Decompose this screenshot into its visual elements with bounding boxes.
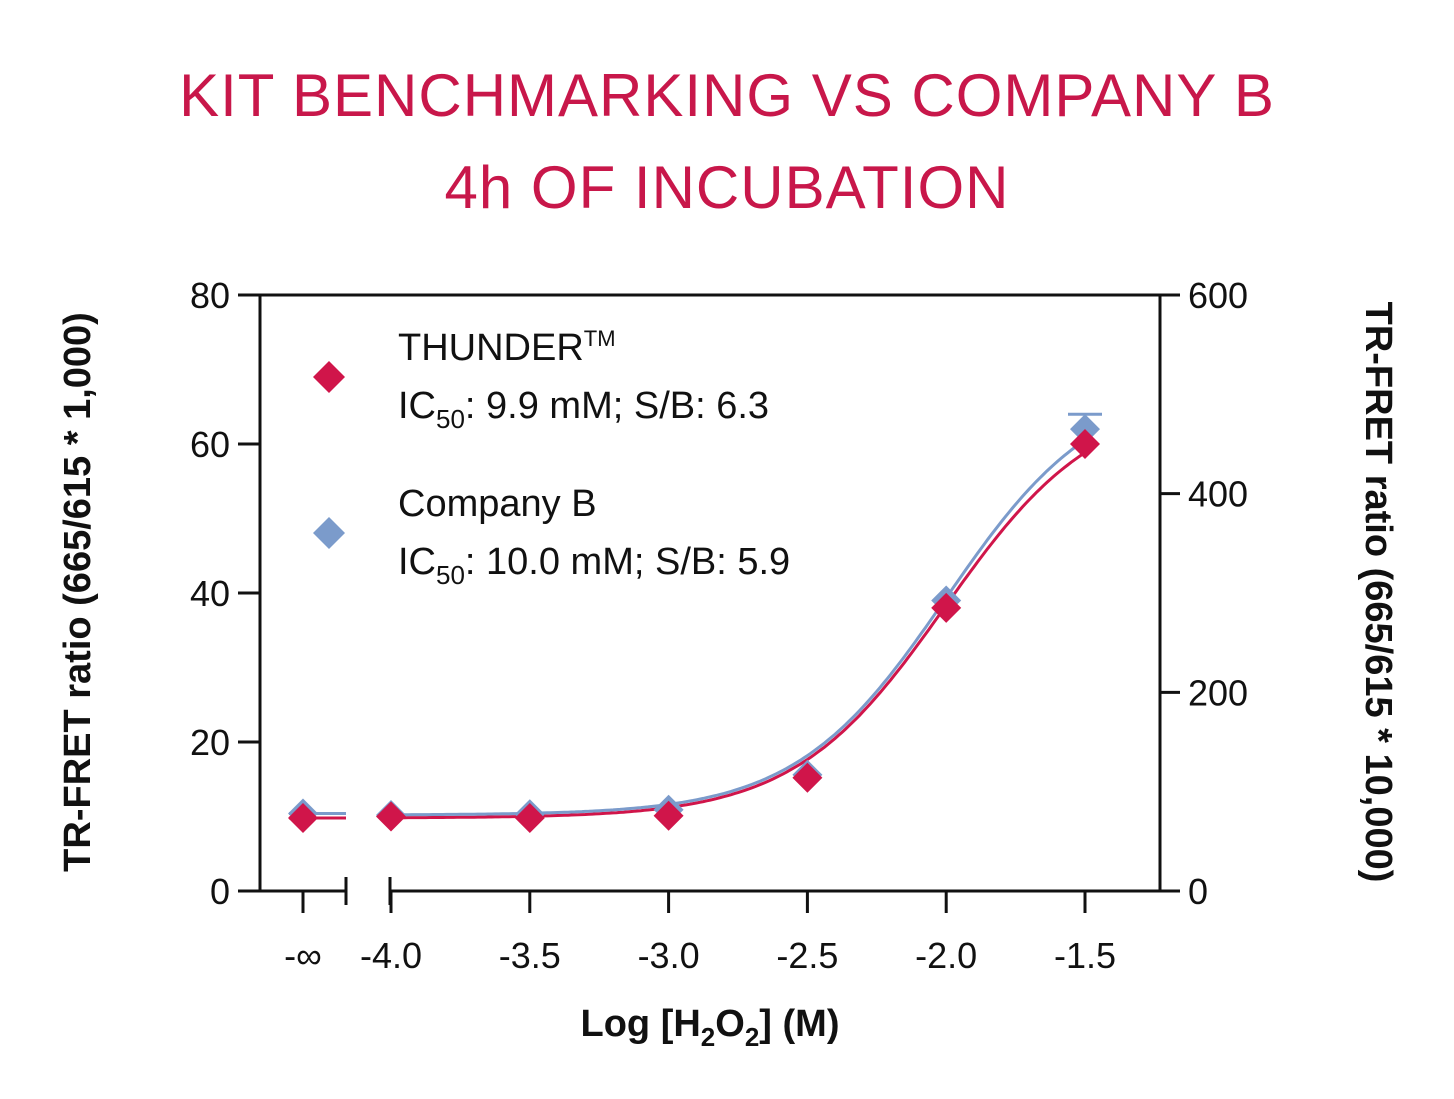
axis-labels: Log [H2O2] (M) TR-FRET ratio (665/615 * 1…: [57, 302, 1399, 1052]
y-tick-label-left: 60: [190, 424, 230, 465]
y-axis-title-left: TR-FRET ratio (665/615 * 1,000): [57, 312, 99, 872]
chart-title-line-2: 4h OF INCUBATION: [444, 154, 1010, 221]
axes: 0 20 40 60 80 0 200 400 600 -∞ -4.0 -3.5 -3.0 -2.5 -2.…: [190, 275, 1248, 976]
y-tick-label-right: 600: [1188, 275, 1248, 316]
data-point: [288, 802, 318, 833]
legend-series-name: Company B: [398, 483, 597, 525]
data-point: [1070, 429, 1100, 459]
y-tick-label-right: 200: [1188, 672, 1248, 713]
legend-series-stats: IC50: 10.0 mM; S/B: 5.9: [398, 541, 790, 590]
data-point: [653, 800, 684, 831]
x-tick-label: -1.5: [1054, 935, 1116, 976]
x-tick-label: -4.0: [360, 935, 422, 976]
x-tick-label: -3.5: [499, 935, 561, 976]
data-point: [376, 801, 406, 832]
x-axis-title: Log [H2O2] (M): [581, 1003, 840, 1052]
fit-curve: [391, 438, 1086, 817]
y-tick-label-left: 40: [190, 573, 230, 614]
legend-marker: [313, 517, 345, 549]
y-tick-label-right: 0: [1188, 871, 1208, 912]
x-tick-label: -2.0: [915, 935, 977, 976]
data-points: [288, 412, 1102, 833]
y-tick-label-left: 20: [190, 722, 230, 763]
x-tick-label: -2.5: [776, 935, 838, 976]
legend-series-name: THUNDERTM: [398, 326, 616, 369]
data-point: [514, 802, 545, 833]
data-point: [931, 592, 962, 623]
x-tick-label: -∞: [284, 935, 322, 976]
fit-curve: [391, 451, 1086, 820]
y-tick-label-right: 400: [1188, 474, 1248, 515]
y-axis-title-right: TR-FRET ratio (665/615 * 10,000): [1357, 302, 1399, 883]
legend-marker: [313, 361, 345, 393]
legend: THUNDERTM IC50: 9.9 mM; S/B: 6.3 Company B…: [313, 326, 790, 590]
chart-title-line-1: KIT BENCHMARKING VS COMPANY B: [179, 62, 1275, 129]
legend-series-stats: IC50: 9.9 mM; S/B: 6.3: [398, 385, 769, 434]
y-tick-label-left: 80: [190, 275, 230, 316]
data-point: [792, 762, 823, 793]
chart-title: KIT BENCHMARKING VS COMPANY B 4h OF INCU…: [0, 50, 1454, 234]
y-tick-label-left: 0: [210, 871, 230, 912]
x-tick-label: -3.0: [638, 935, 700, 976]
